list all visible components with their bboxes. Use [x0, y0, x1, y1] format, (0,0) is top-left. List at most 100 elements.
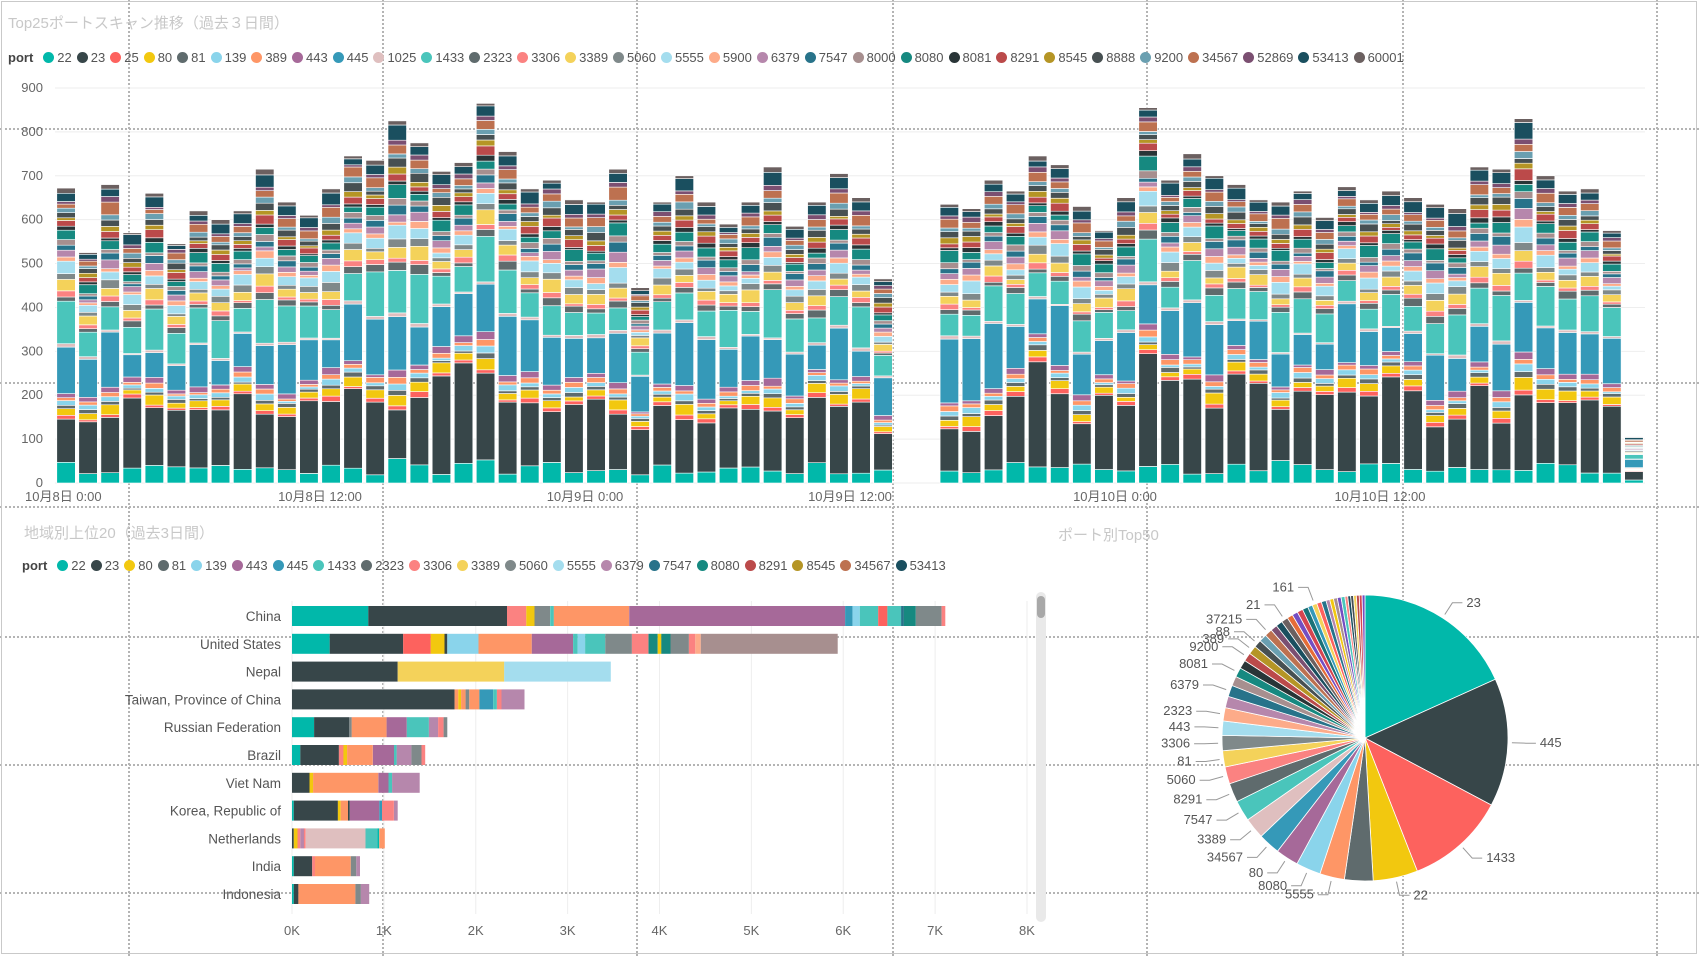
ts-column[interactable]: [1469, 166, 1489, 484]
ts-column[interactable]: [564, 199, 584, 484]
ts-column[interactable]: [100, 184, 120, 484]
ts-column[interactable]: [1094, 230, 1114, 484]
legend-item-23[interactable]: 23: [76, 50, 105, 65]
ts-column[interactable]: [608, 168, 628, 484]
ts-column[interactable]: [939, 204, 959, 484]
ts-column[interactable]: [144, 193, 164, 484]
ts-column[interactable]: [1536, 175, 1556, 484]
ts-column[interactable]: [1182, 153, 1202, 484]
ts-segment-60001: [1315, 217, 1335, 221]
legend-item-445[interactable]: 445: [332, 50, 368, 65]
ts-column[interactable]: [1425, 204, 1445, 484]
ts-column[interactable]: [122, 232, 142, 484]
legend-item-389[interactable]: 389: [251, 50, 287, 65]
legend-item-9200[interactable]: 9200: [1140, 50, 1183, 65]
legend-item-3389[interactable]: 3389: [565, 50, 608, 65]
ts-column[interactable]: [718, 223, 739, 484]
ts-column[interactable]: [1491, 168, 1511, 484]
ts-column[interactable]: [255, 168, 275, 484]
ts-column[interactable]: [1005, 190, 1026, 484]
legend-item-60001[interactable]: 60001: [1353, 50, 1404, 65]
ts-column[interactable]: [829, 173, 849, 484]
ts-column[interactable]: [630, 287, 650, 484]
ts-column[interactable]: [1160, 179, 1180, 484]
legend-item-22[interactable]: 22: [43, 50, 72, 65]
ts-column[interactable]: [409, 142, 429, 484]
ts-column[interactable]: [763, 166, 783, 484]
legend-item-8291[interactable]: 8291: [996, 50, 1039, 65]
legend-item-5555[interactable]: 5555: [660, 50, 704, 65]
ts-column[interactable]: [674, 175, 694, 484]
ts-column[interactable]: [652, 201, 672, 484]
legend-item-443[interactable]: 443: [292, 50, 328, 65]
ts-column[interactable]: [785, 226, 805, 484]
legend-item-1025[interactable]: 1025: [373, 50, 416, 65]
ts-column[interactable]: [277, 201, 297, 484]
ts-column[interactable]: [1226, 184, 1246, 484]
legend-item-2323[interactable]: 2323: [469, 50, 512, 65]
legend-item-52869[interactable]: 52869: [1243, 50, 1293, 65]
ts-column[interactable]: [1315, 217, 1335, 484]
legend-item-80[interactable]: 80: [143, 50, 172, 65]
ts-column[interactable]: [983, 179, 1004, 484]
ts-column[interactable]: [961, 208, 982, 484]
ts-column[interactable]: [873, 278, 893, 484]
ts-column[interactable]: [78, 252, 98, 484]
legend-item-5900[interactable]: 5900: [708, 50, 752, 65]
legend-item-25[interactable]: 25: [110, 50, 139, 65]
ts-column[interactable]: [1249, 199, 1269, 484]
ts-column[interactable]: [1403, 197, 1423, 484]
ts-column[interactable]: [1381, 190, 1401, 484]
ts-column[interactable]: [1359, 199, 1379, 484]
ts-column[interactable]: [453, 162, 474, 484]
ts-column[interactable]: [1293, 190, 1313, 484]
legend-item-34567[interactable]: 34567: [1188, 50, 1238, 65]
legend-item-5060[interactable]: 5060: [613, 50, 656, 65]
legend-item-7547[interactable]: 7547: [804, 50, 848, 65]
ts-column[interactable]: [696, 201, 717, 484]
legend-item-8081[interactable]: 8081: [948, 50, 991, 65]
ts-column[interactable]: [1337, 186, 1357, 484]
ts-column[interactable]: [365, 160, 385, 484]
ts-column[interactable]: [1447, 208, 1467, 484]
legend-item-8888[interactable]: 8888: [1092, 50, 1135, 65]
ts-column[interactable]: [387, 120, 407, 484]
ts-column[interactable]: [586, 201, 606, 484]
ts-column[interactable]: [431, 171, 452, 484]
legend-item-53413[interactable]: 53413: [1298, 50, 1349, 65]
legend-item-3306[interactable]: 3306: [517, 50, 560, 65]
legend-label: 1025: [387, 50, 417, 65]
legend-item-139[interactable]: 139: [210, 50, 246, 65]
ts-column[interactable]: [189, 210, 209, 484]
ts-column[interactable]: [1116, 197, 1136, 484]
ts-column[interactable]: [1514, 118, 1534, 484]
legend-item-6379[interactable]: 6379: [756, 50, 800, 65]
ts-column[interactable]: [475, 103, 496, 484]
ts-column[interactable]: [1138, 107, 1158, 484]
ts-column[interactable]: [520, 188, 540, 484]
legend-item-81[interactable]: 81: [177, 50, 206, 65]
ts-column[interactable]: [1271, 201, 1291, 484]
ts-column[interactable]: [740, 201, 761, 484]
ts-column[interactable]: [321, 188, 341, 484]
ts-column[interactable]: [542, 179, 562, 484]
ts-column[interactable]: [1204, 175, 1224, 484]
legend-item-8000[interactable]: 8000: [852, 50, 896, 65]
legend-item-8545[interactable]: 8545: [1044, 50, 1087, 65]
ts-column[interactable]: [498, 151, 518, 484]
ts-column[interactable]: [211, 219, 231, 484]
legend-item-8080[interactable]: 8080: [900, 50, 944, 65]
ts-column[interactable]: [851, 197, 871, 484]
ts-column[interactable]: [233, 210, 253, 484]
ts-column[interactable]: [1072, 206, 1092, 484]
ts-column[interactable]: [299, 215, 319, 484]
ts-column[interactable]: [56, 187, 76, 484]
ts-column[interactable]: [166, 243, 186, 484]
ts-column[interactable]: [1050, 164, 1070, 484]
legend-item-1433[interactable]: 1433: [421, 50, 464, 65]
ts-stacked-column-chart[interactable]: 0 100 200 300 400 500 600 700 800 900 10月8日 0:00 10…: [0, 0, 1699, 520]
ts-column[interactable]: [343, 155, 363, 484]
ts-column[interactable]: [1028, 155, 1048, 484]
ts-column[interactable]: [807, 201, 827, 484]
